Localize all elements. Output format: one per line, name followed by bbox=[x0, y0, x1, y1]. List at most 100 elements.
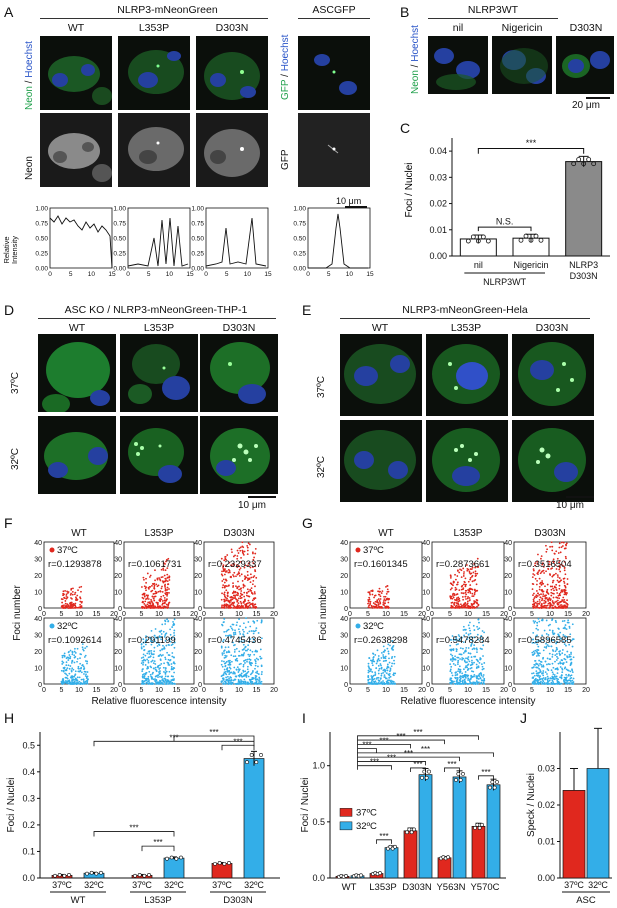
e-point bbox=[164, 678, 167, 681]
e-point bbox=[247, 590, 250, 593]
h-xtick: 0 bbox=[430, 687, 434, 694]
e-point bbox=[254, 650, 257, 653]
h-point bbox=[555, 621, 558, 624]
h-point bbox=[466, 600, 469, 603]
h-point bbox=[570, 681, 572, 683]
e-ytick: 0 bbox=[198, 606, 202, 613]
f-ytick-label: 0.3 bbox=[22, 793, 35, 803]
h-point bbox=[463, 678, 466, 681]
h-point bbox=[387, 606, 389, 608]
d-title: ASC KO / NLRP3-mNeonGreen-THP-1 bbox=[64, 304, 248, 316]
e-point bbox=[256, 650, 259, 653]
e-point bbox=[159, 672, 161, 675]
e-point bbox=[156, 578, 159, 581]
e-point bbox=[250, 587, 253, 590]
e-point bbox=[238, 663, 241, 666]
h-point bbox=[460, 585, 463, 588]
h-point bbox=[559, 551, 562, 554]
i-sig-bracket bbox=[376, 839, 392, 844]
h-point bbox=[550, 567, 552, 570]
e-point bbox=[154, 579, 156, 582]
h-point bbox=[558, 561, 560, 564]
h-point bbox=[542, 649, 545, 652]
e-point bbox=[64, 600, 67, 602]
e-point bbox=[153, 587, 156, 590]
e-point bbox=[166, 661, 169, 664]
h-point bbox=[468, 680, 471, 683]
h-point bbox=[372, 660, 375, 663]
h-point bbox=[548, 629, 551, 632]
h-point bbox=[462, 592, 464, 595]
e-point bbox=[246, 544, 249, 547]
f-temp-label: 37ºC bbox=[52, 880, 72, 890]
e-point bbox=[244, 604, 247, 607]
h-point bbox=[541, 597, 544, 600]
h-point bbox=[554, 606, 557, 609]
h-point bbox=[462, 652, 465, 654]
h-legend-label: 37ºC bbox=[363, 545, 384, 556]
h-point bbox=[559, 653, 562, 656]
h-point bbox=[549, 599, 552, 602]
e-point bbox=[165, 632, 168, 635]
h-point bbox=[538, 654, 540, 657]
e-point bbox=[144, 600, 147, 603]
h-point bbox=[459, 647, 462, 650]
h-point bbox=[386, 683, 389, 685]
e-point bbox=[238, 607, 241, 609]
h-point bbox=[467, 596, 469, 598]
e-point bbox=[79, 683, 82, 685]
h-point bbox=[368, 598, 371, 601]
h-point bbox=[389, 644, 391, 647]
h-point bbox=[473, 636, 476, 639]
a-profile-xtick: 15 bbox=[108, 271, 116, 278]
e-point bbox=[254, 660, 257, 663]
h-ytick: 20 bbox=[504, 573, 512, 580]
h-point bbox=[541, 634, 544, 637]
e-point bbox=[237, 654, 240, 657]
e-ytick: 10 bbox=[194, 590, 202, 597]
h-point bbox=[572, 677, 575, 680]
e-point bbox=[239, 633, 242, 635]
h-point bbox=[540, 664, 543, 666]
e-point bbox=[152, 603, 155, 606]
e-point bbox=[76, 679, 78, 682]
h-point bbox=[477, 678, 480, 680]
e-point bbox=[225, 673, 228, 676]
e-point bbox=[65, 669, 68, 672]
h-point bbox=[371, 593, 374, 596]
e-point bbox=[249, 681, 252, 684]
e-point bbox=[244, 564, 247, 567]
h-point bbox=[537, 664, 540, 667]
e-point bbox=[252, 558, 255, 561]
e-point bbox=[161, 603, 164, 606]
a-profile-ytick: 0.25 bbox=[191, 251, 204, 258]
e-point bbox=[250, 662, 253, 664]
h-point bbox=[392, 673, 395, 676]
h-point bbox=[459, 675, 462, 678]
f-group-1: L353P bbox=[144, 895, 171, 906]
e-point bbox=[233, 666, 236, 669]
a-d303n-neon-image bbox=[196, 113, 268, 187]
h-point bbox=[466, 669, 469, 671]
h-point bbox=[368, 657, 371, 659]
i-point bbox=[344, 873, 348, 878]
h-point bbox=[382, 654, 385, 656]
e-point bbox=[171, 681, 174, 684]
f-point bbox=[133, 873, 137, 878]
e-point bbox=[165, 644, 168, 647]
h-point bbox=[564, 635, 566, 638]
c-ytick-label: 0.00 bbox=[429, 251, 447, 261]
h-point bbox=[552, 632, 554, 635]
h-point bbox=[556, 574, 559, 577]
h-point bbox=[540, 680, 542, 683]
h-point bbox=[565, 602, 568, 604]
e-point bbox=[234, 655, 237, 658]
h-point bbox=[536, 606, 539, 609]
h-point bbox=[546, 668, 549, 670]
e-point bbox=[63, 604, 65, 606]
e-point bbox=[154, 675, 157, 678]
h-point bbox=[369, 600, 372, 603]
h-point bbox=[541, 599, 543, 602]
e-point bbox=[159, 598, 162, 600]
